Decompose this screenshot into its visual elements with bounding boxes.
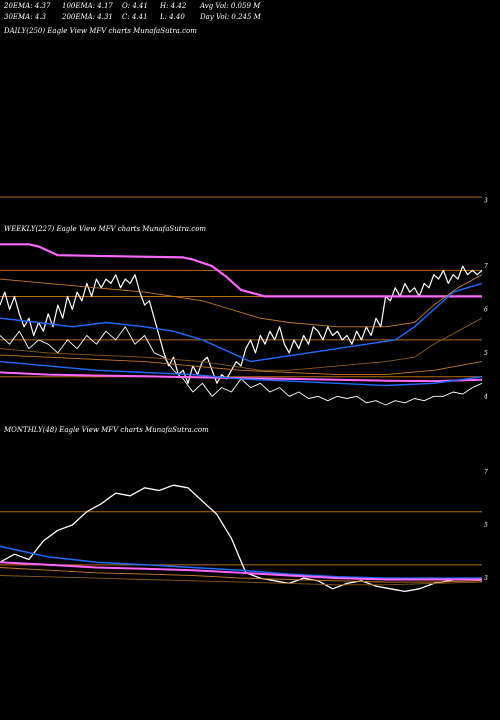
daily-tick-label-0: 3 <box>484 198 488 205</box>
monthly-series-band1 <box>0 567 483 583</box>
monthly-series-band2 <box>0 575 483 586</box>
weekly-tick-label-3: 4 <box>483 393 488 400</box>
weekly-series-band2 <box>0 317 483 371</box>
monthly-series-price <box>0 484 483 593</box>
monthly-panel: 7 5 3 <box>0 469 488 593</box>
weekly-series-ema_fast1 <box>0 282 483 363</box>
stat-close: C: 4.41 <box>122 13 148 21</box>
stat-ema30: 30EMA: 4.3 <box>4 13 46 21</box>
weekly-series-price <box>0 265 483 384</box>
weekly-panel: 7 6 5 4 <box>0 243 488 406</box>
weekly-series-ema_fast2 <box>0 360 483 387</box>
monthly-tick-label-1: 5 <box>484 522 488 529</box>
monthly-tick-label-2: 3 <box>484 575 488 582</box>
weekly-tick-label-1: 6 <box>484 306 488 313</box>
weekly-series-ema_slow_top <box>0 243 482 298</box>
stat-ema20: 20EMA: 4.37 <box>4 2 51 10</box>
weekly-tick-label-0: 7 <box>484 263 488 270</box>
weekly-tick-label-2: 5 <box>484 350 488 357</box>
stat-day-vol: Day Vol: 0.245 M <box>200 13 261 21</box>
monthly-tick-label-0: 7 <box>484 469 488 476</box>
daily-panel: 3 <box>0 196 488 205</box>
weekly-series-band3 <box>0 354 483 376</box>
stat-high: H: 4.42 <box>160 2 187 10</box>
stat-low: L: 4.40 <box>160 13 185 21</box>
stat-open: O: 4.41 <box>122 2 148 10</box>
weekly-series-band1 <box>0 274 483 328</box>
weekly-series-ema_slow_low <box>0 371 483 383</box>
monthly-panel-title: MONTHLY(48) Eagle View MFV charts Munafa… <box>4 426 209 434</box>
stat-avg-vol: Avg Vol: 0.059 M <box>200 2 261 10</box>
monthly-series-ema_fast <box>0 545 482 579</box>
daily-panel-title: DAILY(250) Eagle View MFV charts MunafaS… <box>4 27 197 35</box>
weekly-panel-title: WEEKLY(227) Eagle View MFV charts Munafa… <box>4 225 207 233</box>
stat-ema100: 100EMA: 4.17 <box>62 2 113 10</box>
monthly-series-ema_slow <box>0 561 482 581</box>
stat-ema200: 200EMA: 4.31 <box>62 13 113 21</box>
